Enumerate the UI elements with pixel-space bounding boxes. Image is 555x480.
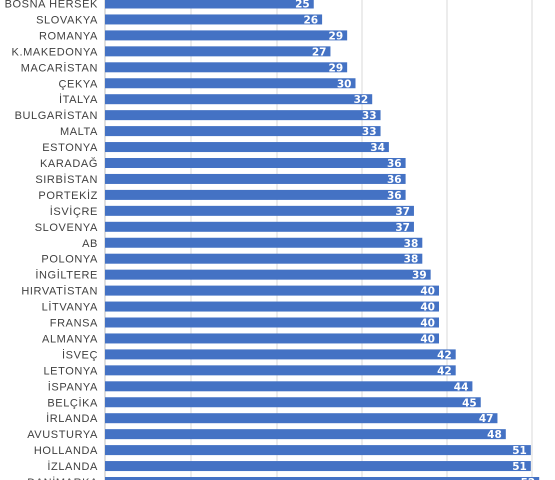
category-label: MACARİSTAN <box>21 61 98 74</box>
category-label: FRANSA <box>50 318 98 330</box>
data-label: 38 <box>404 238 419 250</box>
category-label: LİTVANYA <box>42 301 98 314</box>
bar <box>105 221 414 232</box>
category-label: K.MAKEDONYA <box>12 46 99 58</box>
category-label: SLOVENYA <box>35 222 98 234</box>
data-label: 33 <box>362 110 377 122</box>
category-labels: BOSNA HERSEK SLOVAKYA ROMANYA K.MAKEDONYA MA… <box>5 0 98 480</box>
category-label: AVUSTURYA <box>27 429 98 441</box>
data-label: 37 <box>395 222 410 234</box>
data-label: 45 <box>462 397 477 409</box>
bar <box>105 397 481 408</box>
bar <box>105 158 406 168</box>
data-label: 39 <box>412 270 427 282</box>
category-label: AB <box>82 238 98 250</box>
bars <box>105 0 540 480</box>
category-label: ALMANYA <box>42 333 98 345</box>
data-label: 34 <box>370 142 385 154</box>
data-label: 27 <box>312 46 327 58</box>
category-label: HIRVATİSTAN <box>21 285 98 298</box>
bar <box>105 461 531 472</box>
bar <box>105 126 381 137</box>
data-label: 47 <box>479 413 494 425</box>
category-label: DANİMARKA <box>27 476 98 480</box>
bar <box>105 285 439 296</box>
data-label: 36 <box>387 158 402 170</box>
bar <box>105 429 506 440</box>
data-label: 25 <box>295 0 310 11</box>
category-label: SIRBİSTAN <box>35 173 98 186</box>
data-label: 40 <box>420 302 435 314</box>
data-label: 38 <box>404 254 419 266</box>
data-label: 36 <box>387 190 402 202</box>
category-label: PORTEKİZ <box>38 189 98 202</box>
value-labels: 2526292729303233333436363637373838394040… <box>295 0 535 480</box>
data-label: 52 <box>521 477 536 480</box>
bar <box>105 142 389 153</box>
category-label: HOLLANDA <box>34 445 98 457</box>
category-label: KARADAĞ <box>40 157 98 170</box>
data-label: 32 <box>354 94 369 106</box>
bar <box>105 445 531 456</box>
category-label: İSVİÇRE <box>50 205 98 218</box>
bar <box>105 0 314 9</box>
bar <box>105 62 348 73</box>
category-label: LETONYA <box>43 365 98 377</box>
category-label: SLOVAKYA <box>36 14 98 26</box>
bar <box>105 30 348 41</box>
bar <box>105 46 331 57</box>
bar <box>105 253 423 264</box>
bar <box>105 237 423 248</box>
data-label: 40 <box>420 318 435 330</box>
bar <box>105 78 356 89</box>
category-label: İSVEÇ <box>62 348 98 361</box>
data-label: 40 <box>420 286 435 298</box>
data-label: 36 <box>387 174 402 186</box>
category-label: BELÇİKA <box>47 396 98 409</box>
data-label: 42 <box>437 349 452 361</box>
data-label: 44 <box>454 381 469 393</box>
bar <box>105 189 406 200</box>
bar <box>105 94 373 105</box>
category-label: ESTONYA <box>42 142 98 154</box>
category-label: İSPANYA <box>48 380 98 393</box>
data-label: 26 <box>303 14 318 26</box>
bar <box>105 301 439 312</box>
category-label: POLONYA <box>41 254 98 266</box>
bar <box>105 477 540 480</box>
category-label: MALTA <box>60 126 98 138</box>
data-label: 40 <box>420 333 435 345</box>
category-label: İZLANDA <box>47 460 98 473</box>
data-label: 51 <box>512 445 527 457</box>
category-label: ÇEKYA <box>59 78 99 90</box>
category-label: İTALYA <box>59 93 98 106</box>
data-label: 33 <box>362 126 377 138</box>
category-label: İNGİLTERE <box>35 269 98 282</box>
data-label: 48 <box>487 429 502 441</box>
bar <box>105 14 323 25</box>
bar <box>105 349 456 360</box>
data-label: 29 <box>329 62 344 74</box>
data-label: 30 <box>337 78 352 90</box>
bar <box>105 173 406 184</box>
bar <box>105 413 498 424</box>
bar <box>105 317 439 328</box>
bar <box>105 381 473 392</box>
data-label: 42 <box>437 365 452 377</box>
category-label: BOSNA HERSEK <box>5 0 98 11</box>
bar <box>105 110 381 121</box>
category-label: İRLANDA <box>46 412 98 425</box>
bar <box>105 269 431 280</box>
data-label: 29 <box>329 30 344 42</box>
bar <box>105 365 456 376</box>
bar <box>105 333 439 344</box>
data-label: 51 <box>512 461 527 473</box>
category-label: ROMANYA <box>39 30 98 42</box>
data-label: 37 <box>395 206 410 218</box>
category-label: BULGARİSTAN <box>15 109 98 122</box>
bar <box>105 205 414 216</box>
